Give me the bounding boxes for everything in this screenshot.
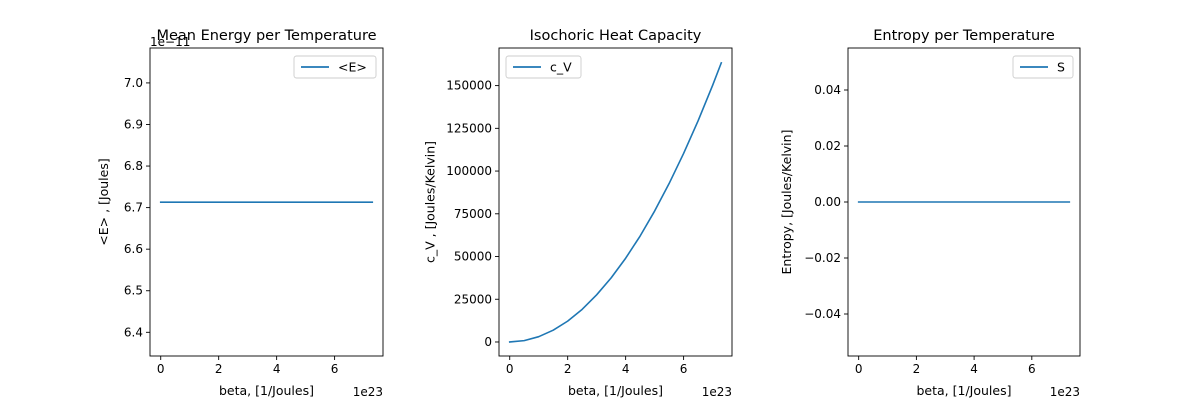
y-tick-label: 6.6 — [124, 242, 143, 256]
x-tick-label: 6 — [680, 362, 688, 376]
subplot-3: 0 2 4 6 −0.04 −0.02 0.00 0.02 0.04 Entropy per Te… — [779, 28, 1081, 399]
y-tick-label: 150000 — [446, 79, 492, 93]
y-tick-label: 6.8 — [124, 159, 143, 173]
chart-title: Mean Energy per Temperature — [156, 28, 376, 44]
x-tick-label: 4 — [273, 362, 281, 376]
x-tick-label: 0 — [506, 362, 514, 376]
x-tick-label: 4 — [622, 362, 630, 376]
y-tick-label: 6.4 — [124, 325, 143, 339]
x-tick-label: 2 — [564, 362, 572, 376]
legend-box — [505, 55, 582, 79]
x-tick-label: 0 — [157, 362, 165, 376]
y-tick-label: 6.7 — [124, 201, 143, 215]
x-axis-label: beta, [1/Joules] — [568, 383, 663, 398]
x-axis-label: beta, [1/Joules] — [219, 383, 314, 398]
subplot-2: 0 2 4 6 0 25000 50000 75000 100000 125000 150000 Is… — [423, 28, 733, 399]
chart-title: Entropy per Temperature — [873, 28, 1055, 44]
y-axis-label: <E> , [Joules] — [96, 158, 111, 245]
x-offset-label: 1e23 — [702, 385, 732, 399]
y-tick-label: 0.04 — [814, 83, 841, 97]
y-axis-label: Entropy, [Joules/Kelvin] — [779, 130, 794, 275]
chart-title: Isochoric Heat Capacity — [530, 28, 702, 44]
legend-box — [293, 55, 377, 79]
y-tick-label: 50000 — [454, 250, 492, 264]
axes-frame — [498, 47, 733, 357]
x-tick-label: 2 — [215, 362, 223, 376]
legend: S — [1012, 55, 1074, 79]
legend-label: <E> — [338, 60, 367, 75]
y-tick-label: −0.04 — [804, 307, 841, 321]
x-tick-label: 6 — [1028, 362, 1036, 376]
y-tick-label: 75000 — [454, 207, 492, 221]
legend-label: S — [1057, 60, 1065, 75]
y-axis-label: c_V , [Joules/Kelvin] — [423, 141, 438, 263]
series-line-cv — [508, 61, 723, 343]
y-tick-label: 6.9 — [124, 117, 143, 131]
x-tick-label: 6 — [331, 362, 339, 376]
legend: c_V — [505, 55, 582, 79]
y-tick-label: 7.0 — [124, 76, 143, 90]
y-tick-label: 0.02 — [814, 139, 841, 153]
y-tick-label: 125000 — [446, 121, 492, 135]
x-axis-label: beta, [1/Joules] — [917, 383, 1012, 398]
legend: <E> — [293, 55, 377, 79]
y-tick-label: 25000 — [454, 292, 492, 306]
x-tick-label: 0 — [855, 362, 863, 376]
y-tick-label: 6.5 — [124, 284, 143, 298]
y-tick-label: 100000 — [446, 164, 492, 178]
y-offset-label: 1e−11 — [150, 35, 190, 49]
x-tick-label: 2 — [913, 362, 921, 376]
x-offset-label: 1e23 — [353, 385, 383, 399]
x-tick-label: 4 — [970, 362, 978, 376]
axes-frame — [149, 47, 384, 357]
y-tick-label: 0.00 — [814, 195, 841, 209]
subplot-1: 0 2 4 6 6.4 6.5 6.6 6.7 6.8 6.9 7.0 Mean Energy per… — [96, 28, 384, 399]
x-offset-label: 1e23 — [1050, 385, 1080, 399]
y-tick-label: −0.02 — [804, 251, 841, 265]
y-tick-label: 0 — [484, 335, 492, 349]
legend-label: c_V — [550, 60, 572, 75]
